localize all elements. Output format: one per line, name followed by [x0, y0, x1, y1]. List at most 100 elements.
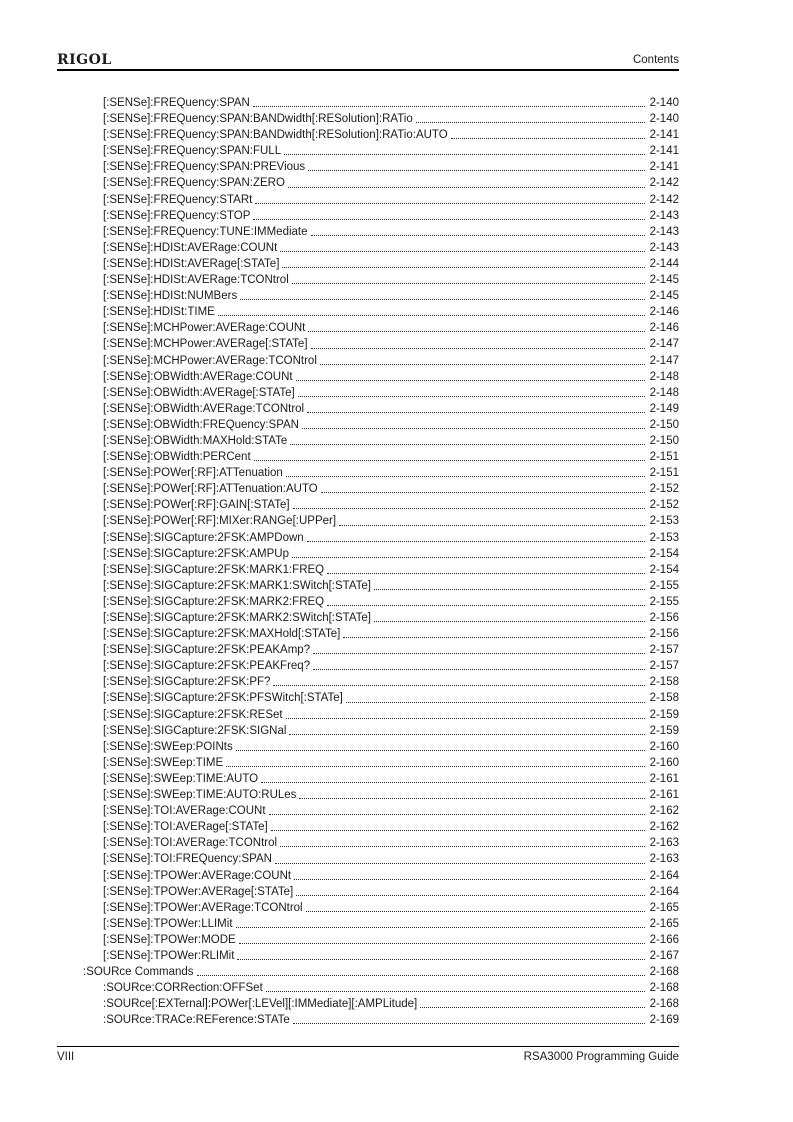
toc-entry-label: :SOURce:TRACe:REFerence:STATe: [103, 1014, 290, 1027]
toc-entry[interactable]: [:SENSe]:SIGCapture:2FSK:MAXHold[:STATe]…: [57, 626, 679, 642]
toc-entry-label: [:SENSe]:OBWidth:AVERage[:STATe]: [103, 386, 295, 399]
toc-entry[interactable]: [:SENSe]:MCHPower:AVERage:COUNt 2-146: [57, 320, 679, 336]
toc-entry[interactable]: [:SENSe]:OBWidth:AVERage:COUNt 2-148: [57, 369, 679, 385]
toc-entry[interactable]: [:SENSe]:SIGCapture:2FSK:MARK2:SWitch[:S…: [57, 610, 679, 626]
toc-entry-label: [:SENSe]:SWEep:TIME:AUTO:RULes: [103, 789, 297, 802]
toc-entry[interactable]: [:SENSe]:TOI:FREQuency:SPAN 2-163: [57, 851, 679, 867]
toc-entry[interactable]: [:SENSe]:FREQuency:SPAN:ZERO 2-142: [57, 175, 679, 191]
toc-entry[interactable]: [:SENSe]:POWer[:RF]:MIXer:RANGe[:UPPer] …: [57, 513, 679, 529]
toc-entry[interactable]: [:SENSe]:FREQuency:SPAN 2-140: [57, 95, 679, 111]
toc-entry[interactable]: [:SENSe]:SIGCapture:2FSK:PFSWitch[:STATe…: [57, 690, 679, 706]
toc-entry-label: [:SENSe]:HDISt:AVERage:TCONtrol: [103, 274, 289, 287]
toc-entry[interactable]: [:SENSe]:FREQuency:SPAN:PREVious 2-141: [57, 159, 679, 175]
toc-entry-label: [:SENSe]:TOI:AVERage:TCONtrol: [103, 837, 278, 850]
toc-entry-page: 2-147: [649, 338, 679, 351]
toc-entry-label: [:SENSe]:TPOWer:MODE: [103, 933, 236, 946]
toc-entry[interactable]: :SOURce Commands 2-168: [57, 964, 679, 980]
toc-entry-label: [:SENSe]:SIGCapture:2FSK:MARK2:FREQ: [103, 595, 325, 608]
toc-entry-label: :SOURce Commands: [83, 966, 194, 979]
toc-entry[interactable]: [:SENSe]:TPOWer:AVERage:COUNt 2-164: [57, 868, 679, 884]
toc-entry-label: :SOURce[:EXTernal]:POWer[:LEVel][:IMMedi…: [103, 998, 418, 1011]
toc-entry-label: [:SENSe]:FREQuency:SPAN:BANDwidth[:RESol…: [103, 129, 448, 142]
toc-entry[interactable]: [:SENSe]:SIGCapture:2FSK:MARK1:FREQ 2-15…: [57, 562, 679, 578]
toc-entry[interactable]: [:SENSe]:SIGCapture:2FSK:PF? 2-158: [57, 674, 679, 690]
dot-leader: [289, 723, 645, 735]
toc-entry-page: 2-150: [649, 434, 679, 447]
toc-entry-page: 2-141: [649, 129, 679, 142]
toc-entry[interactable]: [:SENSe]:SWEep:TIME 2-160: [57, 755, 679, 771]
toc-entry[interactable]: [:SENSe]:SIGCapture:2FSK:RESet 2-159: [57, 707, 679, 723]
dot-leader: [217, 304, 645, 317]
toc-entry[interactable]: [:SENSe]:SIGCapture:2FSK:PEAKAmp? 2-157: [57, 642, 679, 658]
toc-entry[interactable]: [:SENSe]:FREQuency:SPAN:FULL 2-141: [57, 143, 679, 159]
toc-entry[interactable]: [:SENSe]:SIGCapture:2FSK:AMPDown 2-153: [57, 530, 679, 546]
toc-entry[interactable]: [:SENSe]:TOI:AVERage:COUNt 2-162: [57, 803, 679, 819]
toc-entry[interactable]: [:SENSe]:MCHPower:AVERage:TCONtrol 2-147: [57, 353, 679, 369]
toc-entry[interactable]: [:SENSe]:TOI:AVERage[:STATe] 2-162: [57, 819, 679, 835]
toc-entry-page: 2-158: [649, 692, 679, 705]
toc-entry[interactable]: [:SENSe]:SWEep:TIME:AUTO:RULes 2-161: [57, 787, 679, 803]
dot-leader: [237, 948, 645, 961]
toc-entry[interactable]: [:SENSe]:MCHPower:AVERage[:STATe] 2-147: [57, 336, 679, 352]
toc-entry[interactable]: [:SENSe]:TPOWer:LLIMit 2-165: [57, 916, 679, 932]
toc-entry[interactable]: [:SENSe]:SIGCapture:2FSK:MARK2:FREQ 2-15…: [57, 594, 679, 610]
toc-entry-page: 2-143: [649, 225, 679, 238]
toc-entry[interactable]: [:SENSe]:POWer[:RF]:GAIN[:STATe] 2-152: [57, 497, 679, 513]
toc-entry[interactable]: [:SENSe]:OBWidth:AVERage[:STATe] 2-148: [57, 385, 679, 401]
toc-entry[interactable]: [:SENSe]:TPOWer:AVERage:TCONtrol 2-165: [57, 900, 679, 916]
toc-entry-page: 2-154: [649, 547, 679, 560]
toc-entry[interactable]: [:SENSe]:SIGCapture:2FSK:AMPUp 2-154: [57, 546, 679, 562]
toc-entry[interactable]: :SOURce:TRACe:REFerence:STATe 2-169: [57, 1012, 679, 1028]
toc-entry[interactable]: [:SENSe]:HDISt:NUMBers 2-145: [57, 288, 679, 304]
toc-entry[interactable]: :SOURce:CORRection:OFFSet 2-168: [57, 980, 679, 996]
dot-leader: [305, 900, 645, 912]
toc-entry[interactable]: [:SENSe]:SIGCapture:2FSK:MARK1:SWitch[:S…: [57, 578, 679, 594]
toc-entry[interactable]: [:SENSe]:POWer[:RF]:ATTenuation:AUTO 2-1…: [57, 481, 679, 497]
toc-entry[interactable]: [:SENSe]:FREQuency:SPAN:BANDwidth[:RESol…: [57, 127, 679, 143]
toc-entry-page: 2-166: [649, 933, 679, 946]
header-section-label: Contents: [632, 54, 679, 66]
dot-leader: [292, 1012, 645, 1025]
toc-entry-label: [:SENSe]:TPOWer:RLIMit: [103, 949, 235, 962]
toc-entry-page: 2-142: [649, 177, 679, 190]
toc-entry[interactable]: [:SENSe]:FREQuency:STARt 2-142: [57, 192, 679, 208]
toc-entry[interactable]: [:SENSe]:FREQuency:TUNE:IMMediate 2-143: [57, 224, 679, 240]
toc-entry[interactable]: [:SENSe]:OBWidth:FREQuency:SPAN 2-150: [57, 417, 679, 433]
toc-entry[interactable]: [:SENSe]:OBWidth:AVERage:TCONtrol 2-149: [57, 401, 679, 417]
toc-entry[interactable]: [:SENSe]:HDISt:AVERage:COUNt 2-143: [57, 240, 679, 256]
toc-entry[interactable]: [:SENSe]:TOI:AVERage:TCONtrol 2-163: [57, 835, 679, 851]
toc-entry[interactable]: [:SENSe]:HDISt:AVERage[:STATe] 2-144: [57, 256, 679, 272]
toc-entry[interactable]: [:SENSe]:TPOWer:MODE 2-166: [57, 932, 679, 948]
toc-entry-label: [:SENSe]:OBWidth:AVERage:COUNt: [103, 370, 293, 383]
dot-leader: [345, 690, 645, 703]
toc-entry-label: [:SENSe]:HDISt:AVERage:COUNt: [103, 241, 278, 254]
toc-entry[interactable]: :SOURce[:EXTernal]:POWer[:LEVel][:IMMedi…: [57, 996, 679, 1012]
toc-entry[interactable]: [:SENSe]:FREQuency:STOP 2-143: [57, 208, 679, 224]
toc-entry[interactable]: [:SENSe]:TPOWer:AVERage[:STATe] 2-164: [57, 884, 679, 900]
toc-entry[interactable]: [:SENSe]:FREQuency:SPAN:BANDwidth[:RESol…: [57, 111, 679, 127]
toc-entry-page: 2-148: [649, 370, 679, 383]
toc-entry[interactable]: [:SENSe]:SWEep:TIME:AUTO 2-161: [57, 771, 679, 787]
toc-entry-label: [:SENSe]:HDISt:TIME: [103, 306, 215, 319]
toc-entry-label: [:SENSe]:TPOWer:AVERage[:STATe]: [103, 885, 294, 898]
page-header: RIGOL Contents: [57, 53, 679, 71]
toc-entry[interactable]: [:SENSe]:HDISt:AVERage:TCONtrol 2-145: [57, 272, 679, 288]
dot-leader: [252, 95, 645, 108]
dot-leader: [268, 803, 645, 816]
toc-entry[interactable]: [:SENSe]:SIGCapture:2FSK:SIGNal 2-159: [57, 723, 679, 739]
dot-leader: [265, 980, 645, 993]
toc-entry[interactable]: [:SENSe]:SIGCapture:2FSK:PEAKFreq? 2-157: [57, 658, 679, 674]
toc-entry[interactable]: [:SENSe]:TPOWer:RLIMit 2-167: [57, 948, 679, 964]
toc-entry-label: [:SENSe]:FREQuency:STARt: [103, 193, 253, 206]
page-number: VIII: [57, 1051, 75, 1063]
toc-entry[interactable]: [:SENSe]:HDISt:TIME 2-146: [57, 304, 679, 320]
toc-entry-label: [:SENSe]:TPOWer:LLIMit: [103, 917, 233, 930]
toc-entry-label: [:SENSe]:SIGCapture:2FSK:PEAKAmp?: [103, 644, 311, 657]
toc-entry[interactable]: [:SENSe]:POWer[:RF]:ATTenuation 2-151: [57, 465, 679, 481]
toc-entry-label: [:SENSe]:POWer[:RF]:GAIN[:STATe]: [103, 499, 290, 512]
toc-entry-page: 2-152: [649, 483, 679, 496]
toc-entry-label: [:SENSe]:SWEep:TIME:AUTO: [103, 772, 259, 785]
toc-entry[interactable]: [:SENSe]:OBWidth:MAXHold:STATe 2-150: [57, 433, 679, 449]
toc-entry[interactable]: [:SENSe]:OBWidth:PERCent 2-151: [57, 449, 679, 465]
toc-entry[interactable]: [:SENSe]:SWEep:POINts 2-160: [57, 739, 679, 755]
